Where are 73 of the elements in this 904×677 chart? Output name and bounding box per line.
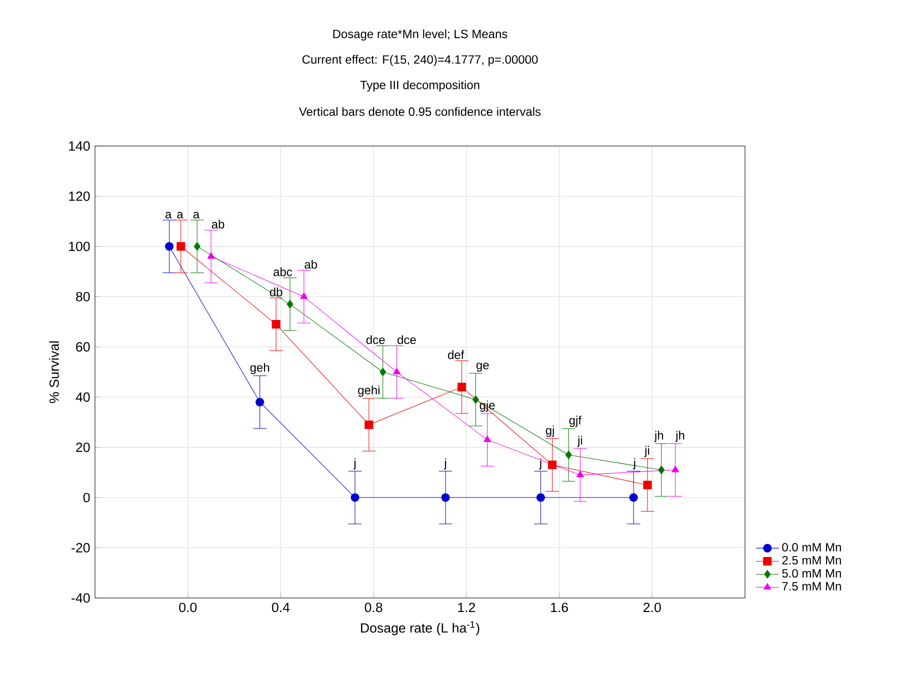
- annotation: gj: [546, 426, 554, 437]
- annotation: ab: [212, 220, 224, 229]
- annotation: gjf: [569, 416, 582, 427]
- point: [256, 398, 264, 406]
- point: [364, 420, 374, 429]
- annotation: jh: [654, 430, 664, 442]
- chart-subtitle: Current effect: F(15, 240)=4.1777, p=.00000: [302, 54, 538, 66]
- annotation: geh: [250, 362, 270, 374]
- point: [380, 368, 386, 376]
- annotation: dce: [398, 335, 416, 344]
- chart-title: Dosage rate*Mn level; LS Means: [333, 29, 508, 41]
- annotation: j: [353, 458, 356, 470]
- annotation: j: [539, 458, 542, 470]
- y-tick-label: -20: [72, 543, 90, 552]
- annotation: ji: [644, 446, 650, 458]
- point: [672, 466, 680, 472]
- y-tick-label: -40: [72, 593, 90, 603]
- x-tick-label: 2.0: [644, 602, 661, 612]
- legend-label: 2.5 mM Mn: [782, 556, 841, 565]
- point: [458, 382, 466, 392]
- annotation: jh: [675, 430, 684, 442]
- text: Type III decomposition: [360, 80, 480, 92]
- annotation: j: [633, 458, 636, 470]
- point: [643, 480, 652, 490]
- point: [207, 252, 215, 259]
- point: [194, 242, 200, 251]
- point: [165, 242, 174, 251]
- point: [565, 450, 572, 460]
- annotation: ji: [577, 436, 582, 447]
- y-tick-label: 100: [69, 242, 90, 252]
- legend-label: 7.5 mM Mn: [782, 582, 841, 591]
- annotation: a: [193, 212, 200, 218]
- annotation: dce: [366, 335, 385, 344]
- y-tick-label: 140: [69, 141, 90, 151]
- point: [350, 493, 360, 502]
- point: [658, 466, 665, 474]
- y-tick-label: 60: [76, 342, 90, 352]
- y-axis-title: % Survival: [49, 341, 59, 403]
- point: [441, 493, 450, 502]
- legend-label: 5.0 mM Mn: [782, 569, 841, 578]
- x-tick-label: 0.8: [364, 602, 382, 612]
- legend-label: 0.0 mM Mn: [782, 542, 841, 552]
- annotation: db: [270, 287, 282, 296]
- x-tick-label: 0.4: [272, 602, 290, 612]
- point: [393, 368, 401, 374]
- point: [484, 436, 492, 442]
- x-tick-label: 1.2: [458, 602, 476, 612]
- annotation: a: [177, 212, 184, 218]
- x-tick-label: 0.0: [179, 602, 197, 612]
- annotation: def: [448, 350, 464, 360]
- point: [472, 395, 479, 404]
- y-tick-label: 20: [76, 442, 90, 452]
- annotation: gehi: [358, 386, 380, 397]
- point: [272, 320, 280, 329]
- point: [176, 242, 186, 251]
- point: [548, 460, 557, 470]
- annotation: j: [444, 458, 446, 470]
- point: [300, 292, 308, 299]
- text: Vertical bars denote 0.95 confidence intervals: [298, 107, 541, 116]
- annotation: a: [166, 212, 172, 218]
- y-tick-label: 120: [69, 191, 90, 201]
- y-tick-label: 40: [76, 392, 90, 402]
- x-tick-label: 1.6: [551, 602, 568, 612]
- point: [576, 470, 584, 478]
- annotation: abc: [274, 267, 292, 276]
- y-tick-label: 0: [83, 492, 90, 502]
- annotation: ge: [476, 362, 489, 372]
- x-axis-title: Dosage rate (L ha$^{-1}$): [361, 621, 480, 636]
- point: [536, 493, 545, 502]
- point: [629, 493, 638, 502]
- y-tick-label: 80: [76, 292, 90, 302]
- point: [286, 300, 294, 308]
- annotation: ab: [304, 260, 318, 269]
